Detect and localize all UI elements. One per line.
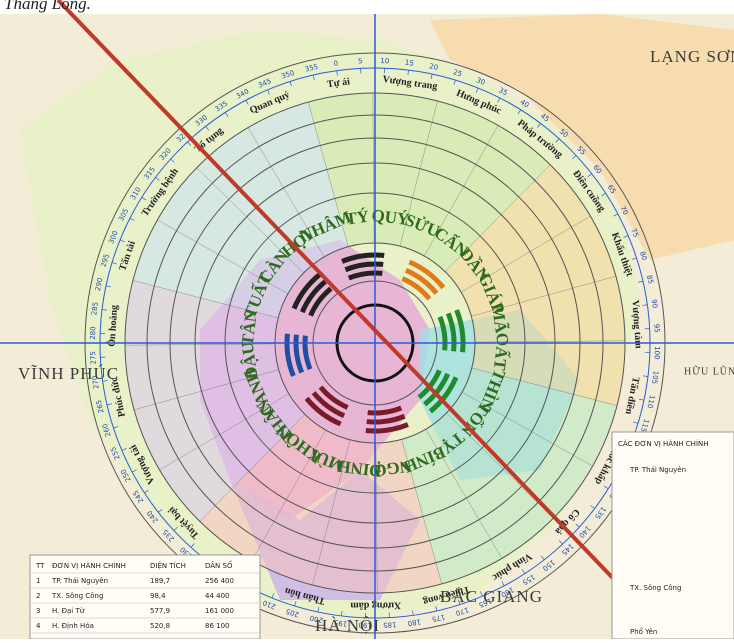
- table-cell: 520,8: [150, 622, 170, 630]
- table-cell: 2: [36, 592, 40, 600]
- legend-item: TP. Thái Nguyên: [629, 466, 686, 474]
- region-label: VĨNH PHÚC: [18, 364, 119, 383]
- table-cell: 4: [36, 622, 41, 630]
- degree-label: 90: [650, 299, 659, 309]
- degree-label: 100: [653, 346, 661, 360]
- table-cell: H. Định Hóa: [52, 622, 94, 630]
- table-cell: TP. Thái Nguyên: [51, 577, 108, 585]
- legend-title: CÁC ĐƠN VỊ HÀNH CHÍNH: [618, 439, 709, 448]
- legend-box: [612, 432, 734, 639]
- table-header: TT: [35, 562, 45, 570]
- table-cell: 189,7: [150, 577, 170, 585]
- table-cell: 44 400: [205, 592, 230, 600]
- degree-label: 10: [380, 57, 389, 65]
- table-cell: 577,9: [150, 607, 170, 615]
- degree-label: 105: [650, 370, 660, 384]
- degree-label: 280: [89, 326, 97, 340]
- caption-strip: [0, 0, 734, 14]
- table-cell: 256 400: [205, 577, 234, 585]
- table-cell: H. Đại Từ: [52, 607, 85, 615]
- table-cell: TX. Sông Công: [51, 592, 103, 600]
- table-cell: 3: [36, 607, 40, 615]
- region-label: HÀ NỘI: [315, 616, 380, 635]
- table-cell: 161 000: [205, 607, 234, 615]
- legend-item: TX. Sông Công: [629, 584, 681, 592]
- legend-item: Phổ Yên: [630, 627, 657, 636]
- data-table: TT ĐƠN VỊ HÀNH CHÍNH DIỆN TÍCH DÂN SỐ 1 TP. T…: [30, 555, 260, 639]
- legend: CÁC ĐƠN VỊ HÀNH CHÍNH TP. Thái Nguyên TX…: [612, 432, 734, 639]
- region-label: BẮC GIANG: [440, 587, 543, 606]
- table-header: DIỆN TÍCH: [150, 561, 186, 570]
- degree-label: 95: [652, 324, 660, 333]
- degree-label: 15: [404, 59, 414, 68]
- table-header: DÂN SỐ: [205, 560, 233, 570]
- region-label: HỮU LŨNG: [684, 365, 734, 377]
- compass-map: 0510152025303540455055606570758085909510…: [0, 0, 734, 639]
- degree-label: 5: [358, 57, 363, 65]
- degree-label: 285: [90, 302, 100, 316]
- degree-label: 275: [89, 351, 98, 365]
- table-cell: 1: [36, 577, 40, 585]
- caption: Thăng Long.: [4, 0, 91, 13]
- region-label: LẠNG SƠN: [650, 47, 734, 66]
- table-cell: 98,4: [150, 592, 166, 600]
- table-cell: 86 100: [205, 622, 230, 630]
- table-header: ĐƠN VỊ HÀNH CHÍNH: [52, 561, 126, 570]
- degree-label: 185: [383, 620, 397, 629]
